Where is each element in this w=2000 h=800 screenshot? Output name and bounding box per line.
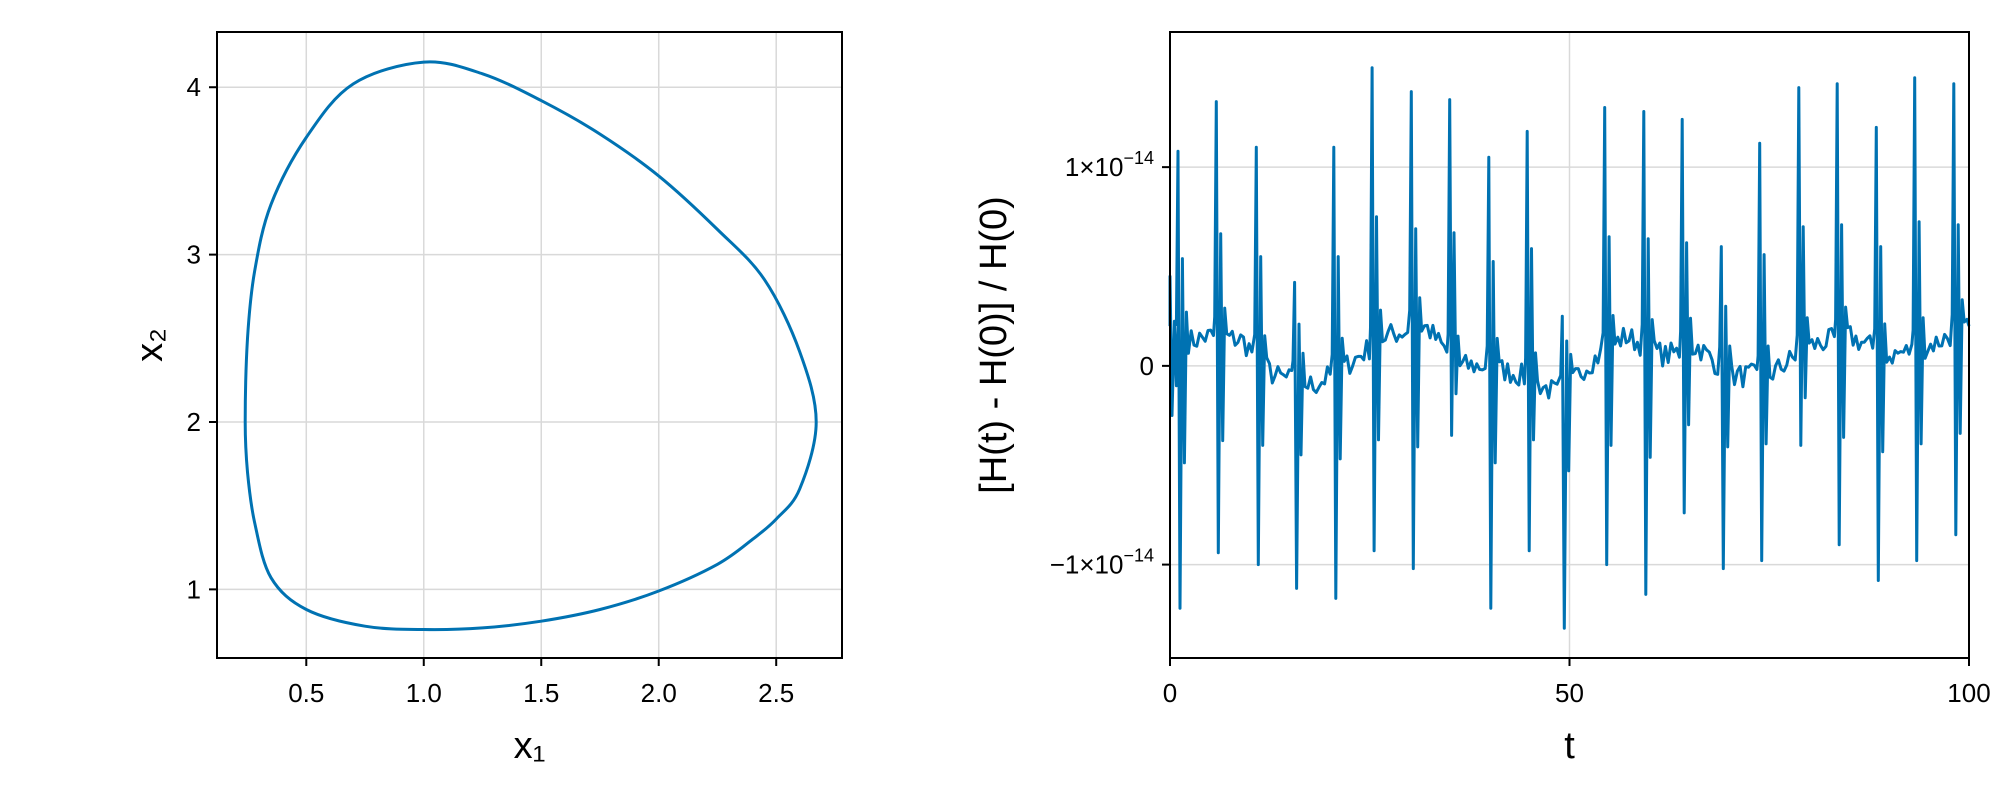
energy-error-xlabel: t — [1564, 725, 1575, 767]
phase-portrait-xlabel: x₁ — [514, 725, 546, 767]
phase-portrait-ticks: 0.5 1.0 1.5 2.0 2.5 1 2 3 4 — [187, 72, 795, 708]
p2-ytick-label: 0 — [1140, 351, 1154, 381]
energy-error-grid — [1169, 32, 1970, 658]
p2-xtick-label: 100 — [1947, 678, 1990, 708]
p1-xtick-label: 1.0 — [406, 678, 442, 708]
phase-portrait-frame — [216, 31, 843, 659]
p1-xtick-label: 0.5 — [288, 678, 324, 708]
p1-ytick-label: 2 — [187, 407, 201, 437]
phase-portrait-ylabel: x₂ — [129, 328, 171, 362]
phase-portrait-panel: 0.5 1.0 1.5 2.0 2.5 1 2 3 4 x₁ x₂ — [129, 31, 843, 767]
p1-xtick-label: 2.5 — [758, 678, 794, 708]
p1-xtick-label: 1.5 — [523, 678, 559, 708]
phase-portrait-grid — [217, 32, 842, 658]
p2-xtick-label: 0 — [1163, 678, 1177, 708]
p2-xtick-label: 50 — [1555, 678, 1584, 708]
p1-xtick-label: 2.0 — [641, 678, 677, 708]
energy-error-curve — [1168, 66, 1971, 630]
p1-ytick-label: 4 — [187, 72, 201, 102]
p2-ytick-label: −1×10−14 — [1050, 546, 1154, 580]
p1-ytick-label: 3 — [187, 240, 201, 270]
p1-ytick-label: 1 — [187, 574, 201, 604]
p2-ytick-label: 1×10−14 — [1065, 148, 1154, 182]
energy-error-ticks: 0 50 100 −1×10−14 0 1×10−14 — [1050, 148, 1991, 708]
energy-error-ylabel: [H(t) - H(0)] / H(0) — [973, 196, 1015, 494]
energy-error-panel: 0 50 100 −1×10−14 0 1×10−14 t [H(t) - H(0)] /… — [973, 31, 1991, 767]
phase-portrait-curve — [243, 60, 818, 632]
